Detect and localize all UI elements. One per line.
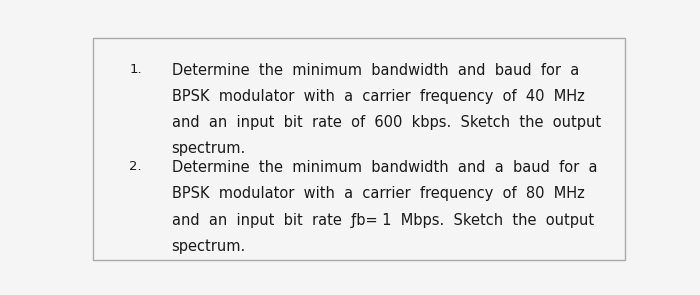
Text: spectrum.: spectrum. — [172, 141, 246, 156]
Text: BPSK  modulator  with  a  carrier  frequency  of  40  MHz: BPSK modulator with a carrier frequency … — [172, 89, 584, 104]
Text: 1.: 1. — [129, 63, 141, 76]
Text: and  an  input  bit  rate  ƒb= 1  Mbps.  Sketch  the  output: and an input bit rate ƒb= 1 Mbps. Sketch… — [172, 213, 594, 227]
Text: 2.: 2. — [129, 160, 141, 173]
Text: BPSK  modulator  with  a  carrier  frequency  of  80  MHz: BPSK modulator with a carrier frequency … — [172, 186, 584, 201]
Text: Determine  the  minimum  bandwidth  and  a  baud  for  a: Determine the minimum bandwidth and a ba… — [172, 160, 597, 175]
Text: and  an  input  bit  rate  of  600  kbps.  Sketch  the  output: and an input bit rate of 600 kbps. Sketc… — [172, 115, 601, 130]
Text: spectrum.: spectrum. — [172, 239, 246, 254]
Text: Determine  the  minimum  bandwidth  and  baud  for  a: Determine the minimum bandwidth and baud… — [172, 63, 579, 78]
